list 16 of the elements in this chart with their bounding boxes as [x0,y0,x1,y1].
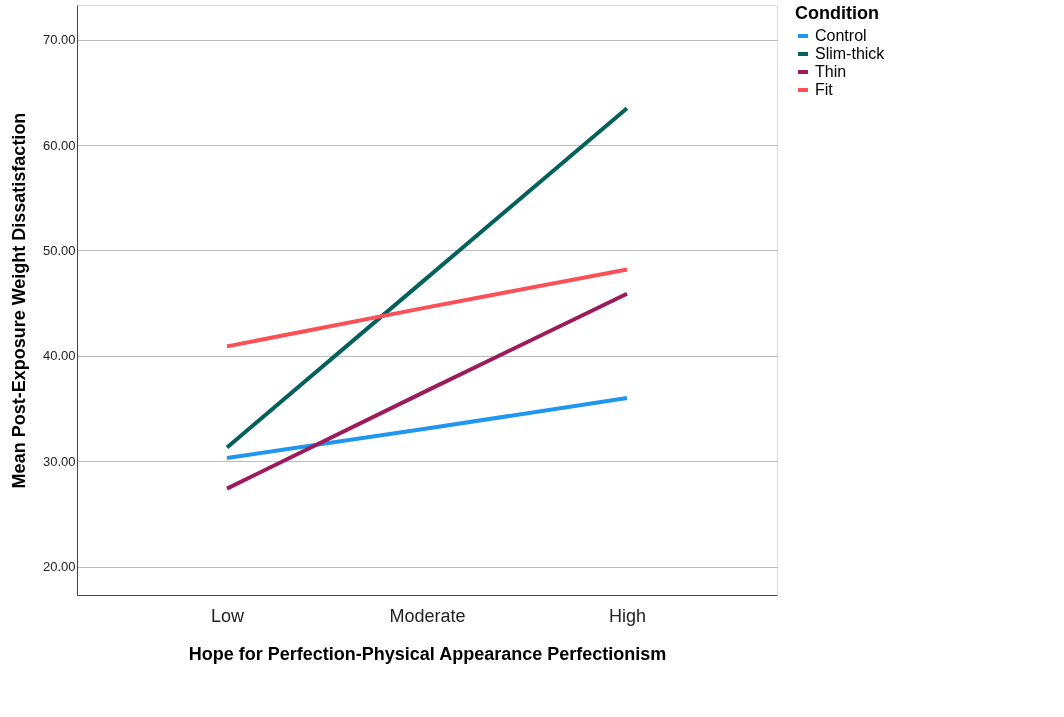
y-tick-label: 60.00 [42,137,76,153]
x-tick-label: High [608,605,647,626]
x-tick-label: Moderate [389,605,466,626]
y-tick-label: 30.00 [42,453,76,469]
legend-label: Thin [815,63,847,80]
legend-label: Slim-thick [815,45,886,62]
legend-label: Control [815,27,867,44]
y-tick-label: 50.00 [42,242,76,258]
y-tick-label: 20.00 [42,559,76,575]
x-tick-label: Low [210,605,246,626]
y-axis-title: Mean Post-Exposure Weight Dissatisfaction [8,112,29,489]
y-tick-label: 70.00 [42,32,76,48]
x-axis-title: Hope for Perfection-Physical Appearance Perfectionism [188,643,667,664]
y-tick-label: 40.00 [42,348,76,364]
legend-title: Condition [795,3,879,23]
legend-label: Fit [815,81,834,98]
